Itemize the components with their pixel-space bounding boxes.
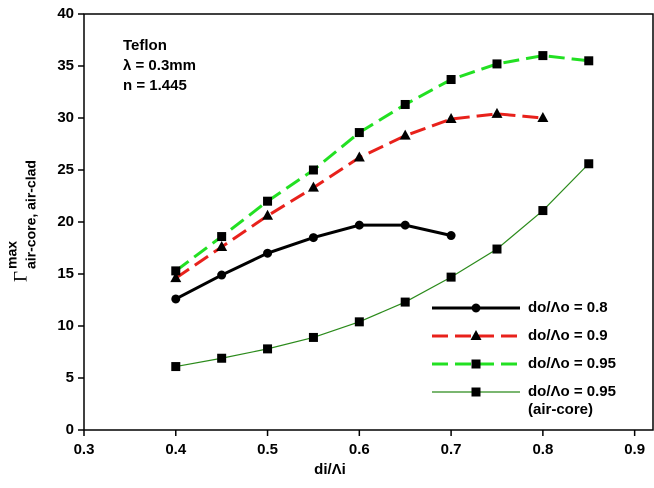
- marker: [538, 51, 548, 61]
- y-tick-label: 40: [57, 5, 74, 22]
- legend-label: do/Λo = 0.95 (air-core): [528, 383, 616, 418]
- marker: [217, 232, 227, 242]
- marker: [217, 353, 227, 363]
- marker: [308, 332, 318, 342]
- y-tick-label: 20: [57, 213, 74, 230]
- series-line: [175, 163, 590, 368]
- y-tick-label: 35: [57, 57, 74, 74]
- marker: [584, 159, 594, 169]
- legend-label: do/Λo = 0.8: [528, 299, 608, 316]
- y-label-main: Γ: [10, 271, 31, 282]
- y-tick-label: 15: [57, 265, 74, 282]
- marker: [354, 220, 364, 230]
- marker: [492, 59, 502, 69]
- marker: [537, 112, 549, 122]
- y-tick-label: 0: [66, 421, 74, 438]
- marker: [217, 270, 227, 280]
- marker: [307, 181, 319, 192]
- y-axis-label: Γ max air-core, air-clad: [4, 160, 39, 282]
- annotation: Teflon: [123, 37, 167, 54]
- marker: [538, 206, 548, 216]
- marker: [400, 297, 410, 307]
- marker: [399, 129, 411, 140]
- x-tick-label: 0.7: [441, 441, 462, 458]
- marker: [263, 344, 273, 354]
- x-tick-label: 0.8: [532, 441, 553, 458]
- legend-marker: [471, 303, 481, 313]
- legend-marker: [471, 359, 481, 369]
- marker: [446, 231, 456, 241]
- marker: [584, 56, 594, 66]
- annotation: n = 1.445: [123, 77, 187, 94]
- marker: [446, 75, 456, 85]
- marker: [400, 99, 410, 109]
- marker: [446, 272, 456, 282]
- marker: [400, 220, 410, 230]
- marker: [262, 209, 274, 220]
- legend-marker: [470, 330, 482, 340]
- marker: [216, 240, 228, 251]
- y-tick-label: 5: [66, 369, 74, 386]
- legend-label: do/Λo = 0.9: [528, 327, 608, 344]
- annotation: λ = 0.3mm: [123, 57, 196, 74]
- marker: [308, 165, 318, 175]
- marker: [170, 272, 182, 283]
- marker: [263, 248, 273, 258]
- series-line: [174, 54, 589, 273]
- y-tick-label: 30: [57, 109, 74, 126]
- marker: [354, 128, 364, 138]
- marker: [171, 362, 181, 372]
- y-label-sub: air-core, air-clad: [23, 160, 39, 269]
- x-tick-label: 0.5: [257, 441, 278, 458]
- x-tick-label: 0.6: [349, 441, 370, 458]
- legend-marker: [471, 387, 481, 397]
- series-line: [174, 112, 544, 280]
- marker: [171, 294, 181, 304]
- x-tick-label: 0.9: [624, 441, 645, 458]
- marker: [445, 113, 457, 124]
- marker: [171, 266, 181, 276]
- x-tick-label: 0.4: [165, 441, 187, 458]
- marker: [492, 244, 502, 254]
- legend-label: do/Λo = 0.95: [528, 355, 616, 372]
- y-tick-label: 25: [57, 161, 74, 178]
- marker: [354, 317, 364, 327]
- x-axis-label: di/Λi: [314, 461, 346, 478]
- y-label-sup: max: [4, 241, 20, 269]
- x-tick-label: 0.3: [74, 441, 95, 458]
- marker: [308, 233, 318, 243]
- y-tick-label: 10: [57, 317, 74, 334]
- marker: [353, 151, 365, 162]
- marker: [491, 107, 503, 118]
- marker: [263, 196, 273, 206]
